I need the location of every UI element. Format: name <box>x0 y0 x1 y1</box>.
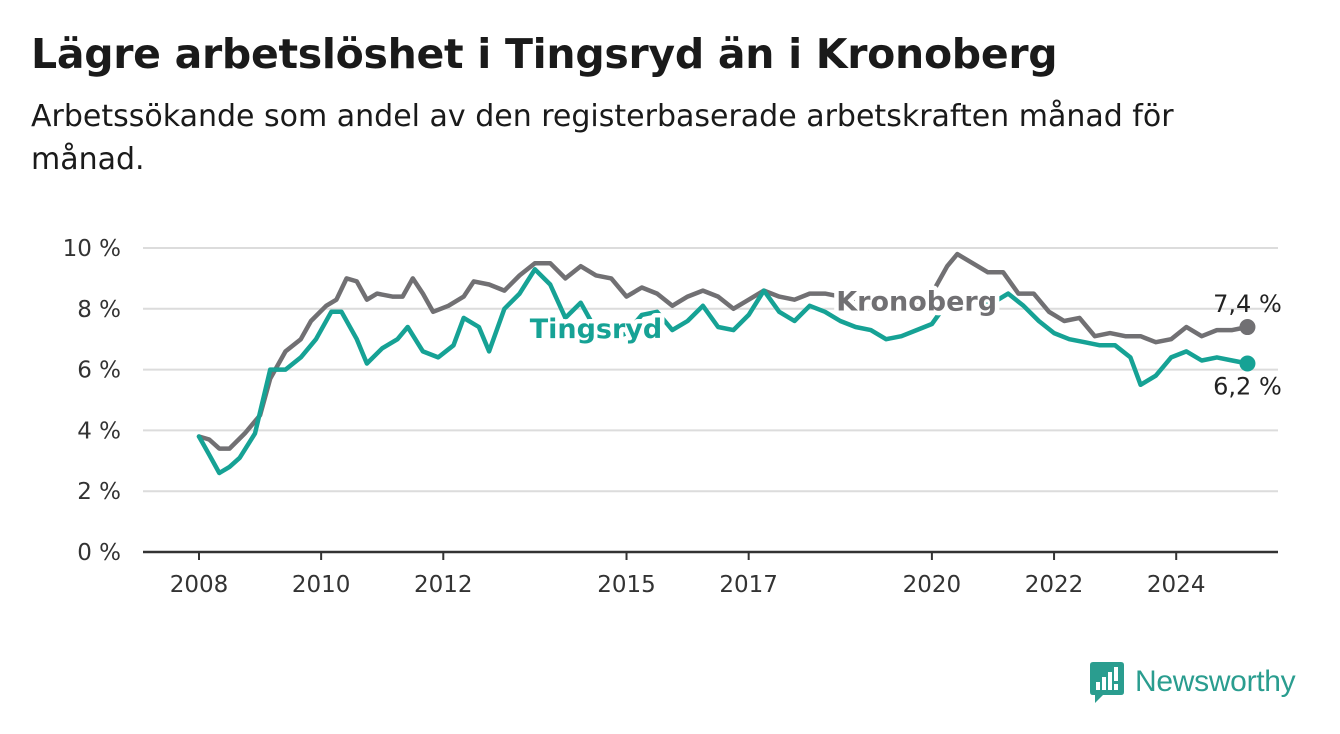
y-tick-label: 0 % <box>77 540 121 566</box>
y-tick-label: 8 % <box>77 297 121 323</box>
series-line-tingsryd <box>196 267 1250 476</box>
x-tick-label: 2017 <box>719 572 778 598</box>
x-tick-label: 2008 <box>170 572 229 598</box>
chart-title: Lägre arbetslöshet i Tingsryd än i Krono… <box>31 30 1058 78</box>
series-labels: 7,4 % 6,2 % Tingsryd Kronoberg <box>525 282 1282 401</box>
y-tick-label: 2 % <box>77 479 121 505</box>
series-label-tingsryd: Tingsryd <box>530 314 663 345</box>
brand: Newsworthy <box>1089 660 1296 704</box>
x-tick-label: 2020 <box>903 572 962 598</box>
series-line-kronoberg <box>196 251 1250 451</box>
y-tick-label: 6 % <box>77 358 121 384</box>
series-lines <box>196 251 1256 476</box>
end-point-tingsryd <box>1239 355 1256 372</box>
x-axis: 2008 2010 2012 2015 2017 2020 2022 2024 <box>143 550 1278 598</box>
brand-name: Newsworthy <box>1135 665 1296 698</box>
x-tick-label: 2024 <box>1147 572 1206 598</box>
y-tick-label: 4 % <box>77 418 121 444</box>
gridlines: 0 % 2 % 4 % 6 % 8 % 10 % <box>63 236 1278 566</box>
x-tick-label: 2012 <box>414 572 473 598</box>
x-tick-label: 2022 <box>1025 572 1084 598</box>
x-tick-label: 2010 <box>292 572 351 598</box>
end-point-kronoberg <box>1239 319 1256 336</box>
y-tick-label: 10 % <box>63 236 121 262</box>
series-label-kronoberg: Kronoberg <box>836 287 997 318</box>
x-tick-label: 2015 <box>597 572 656 598</box>
end-value-label-kronoberg: 7,4 % <box>1213 290 1282 318</box>
end-value-label-tingsryd: 6,2 % <box>1213 373 1282 401</box>
chart-subtitle: Arbetssökande som andel av den registerb… <box>31 99 1174 177</box>
newsworthy-logo-icon <box>1090 662 1124 703</box>
